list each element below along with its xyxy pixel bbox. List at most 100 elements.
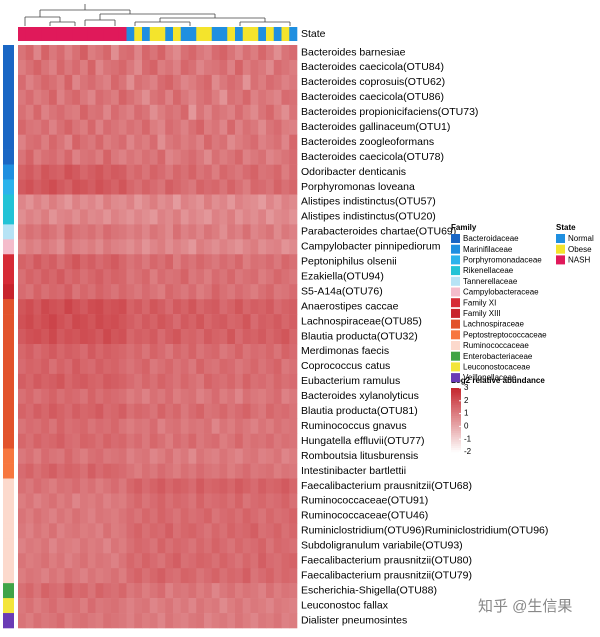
- cell: [204, 418, 213, 434]
- cell: [180, 254, 189, 270]
- cell: [33, 598, 42, 614]
- cell: [25, 179, 34, 195]
- cell: [49, 254, 58, 270]
- cell: [80, 284, 89, 300]
- cell: [289, 583, 298, 599]
- cell: [219, 568, 228, 584]
- cell: [196, 299, 205, 315]
- cell: [87, 568, 96, 584]
- cell: [173, 538, 182, 554]
- family-legend-label: Bacteroidaceae: [463, 234, 519, 243]
- cell: [134, 164, 143, 180]
- cell: [56, 284, 65, 300]
- cell: [87, 59, 96, 76]
- cell: [80, 45, 89, 61]
- cell: [157, 538, 166, 554]
- cell: [64, 149, 73, 165]
- cell: [173, 224, 182, 240]
- cell: [196, 538, 205, 554]
- cell: [165, 224, 174, 240]
- cell: [250, 224, 259, 240]
- cell: [266, 388, 275, 405]
- cell: [134, 568, 143, 584]
- cell: [126, 358, 135, 375]
- cell: [281, 373, 290, 390]
- cell: [72, 59, 81, 76]
- cell: [204, 568, 213, 584]
- cell: [157, 329, 166, 345]
- cell: [134, 373, 143, 390]
- cell: [25, 119, 34, 135]
- cell: [289, 269, 298, 285]
- cell: [180, 329, 189, 345]
- cell: [118, 164, 127, 180]
- cell: [49, 568, 58, 584]
- cell: [188, 613, 197, 629]
- cell: [25, 269, 34, 285]
- cell: [250, 314, 259, 330]
- cell: [219, 493, 228, 509]
- cell: [87, 164, 96, 180]
- cell: [227, 314, 236, 330]
- cell: [219, 209, 228, 225]
- cell: [87, 433, 96, 449]
- cell: [56, 493, 65, 509]
- cell: [118, 358, 127, 375]
- cell: [49, 284, 58, 300]
- cell: [173, 508, 182, 524]
- cell: [111, 583, 120, 599]
- cell: [165, 493, 174, 509]
- cell: [250, 568, 259, 584]
- cell: [134, 134, 143, 150]
- cell: [95, 343, 104, 360]
- cell: [149, 284, 158, 300]
- cell: [25, 433, 34, 449]
- cell: [196, 418, 205, 434]
- cell: [126, 568, 135, 584]
- cell: [87, 448, 96, 464]
- cell: [134, 149, 143, 165]
- cell: [126, 553, 135, 569]
- cell: [80, 239, 89, 255]
- cell: [188, 418, 197, 434]
- cell: [188, 403, 197, 420]
- cell: [211, 598, 220, 614]
- row-label: Alistipes indistinctus(OTU20): [301, 211, 436, 223]
- cell: [157, 209, 166, 225]
- cell: [219, 224, 228, 240]
- cell: [18, 418, 27, 434]
- cell: [126, 254, 135, 270]
- cell: [188, 89, 197, 106]
- family-swatch: [451, 308, 460, 318]
- colorbar-step: [451, 434, 461, 438]
- cell: [266, 553, 275, 569]
- family-cell: [3, 89, 14, 106]
- cell: [273, 74, 282, 91]
- cell: [87, 373, 96, 390]
- cell: [80, 299, 89, 315]
- cell: [211, 403, 220, 420]
- cell: [95, 553, 104, 569]
- cell: [72, 329, 81, 345]
- cell: [273, 613, 282, 629]
- cell: [41, 403, 50, 420]
- cell: [188, 284, 197, 300]
- cell: [227, 403, 236, 420]
- cell: [118, 89, 127, 106]
- cell: [103, 149, 112, 165]
- cell: [188, 104, 197, 121]
- cell: [258, 388, 267, 405]
- cell: [118, 209, 127, 225]
- cell: [281, 433, 290, 449]
- cell: [180, 418, 189, 434]
- cell: [95, 239, 104, 255]
- cell: [49, 358, 58, 375]
- cell: [180, 538, 189, 554]
- cell: [211, 239, 220, 255]
- cell: [242, 388, 251, 405]
- cell: [157, 299, 166, 315]
- cell: [188, 224, 197, 240]
- cell: [33, 568, 42, 584]
- cell: [87, 299, 96, 315]
- cell: [95, 224, 104, 240]
